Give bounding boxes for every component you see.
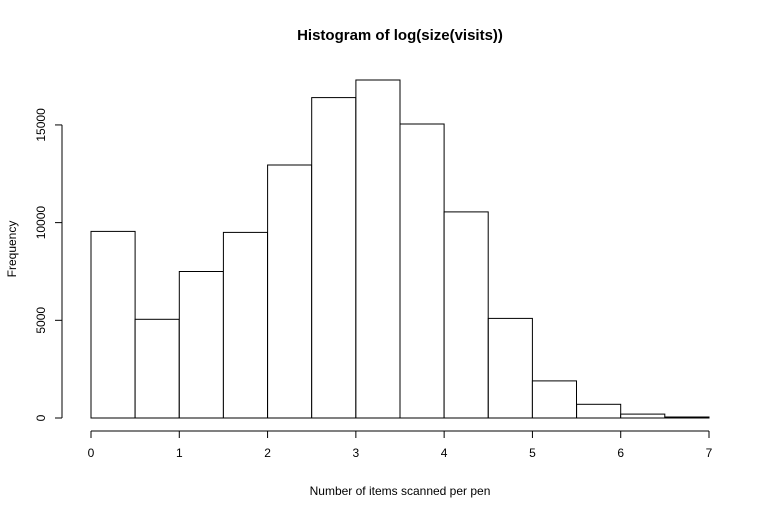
y-tick-label: 0 — [34, 414, 48, 421]
histogram-bar — [178, 271, 224, 419]
histogram-bar — [399, 123, 445, 419]
y-tick-label: 10000 — [34, 206, 48, 240]
chart-title: Histogram of log(size(visits)) — [297, 27, 503, 44]
histogram-bar — [620, 413, 666, 419]
x-tick-label: 1 — [176, 446, 183, 460]
histogram-bar — [134, 318, 180, 419]
y-axis-label: Frequency — [5, 221, 19, 278]
y-tick-label: 15000 — [34, 108, 48, 142]
histogram-bar — [576, 403, 622, 419]
histogram-bar — [355, 79, 401, 419]
x-axis: 0 1 2 3 4 5 6 7 — [88, 430, 713, 460]
histogram-bar — [443, 211, 489, 419]
x-tick-label: 3 — [353, 446, 360, 460]
x-tick-label: 6 — [617, 446, 624, 460]
histogram-bar — [664, 416, 710, 419]
histogram-bar — [222, 231, 268, 419]
histogram-bar — [487, 317, 533, 419]
x-axis-label: Number of items scanned per pen — [310, 484, 491, 498]
x-tick-label: 0 — [88, 446, 95, 460]
histogram-bar — [90, 230, 136, 419]
histogram-bar — [311, 97, 357, 419]
histogram-bar — [531, 380, 578, 419]
histogram-bar — [267, 164, 313, 419]
x-tick-label: 4 — [441, 446, 448, 460]
x-tick-label: 7 — [706, 446, 713, 460]
histogram-bars — [90, 79, 710, 419]
y-tick-label: 5000 — [34, 307, 48, 334]
x-tick-label: 2 — [264, 446, 271, 460]
x-tick-label: 5 — [529, 446, 536, 460]
y-axis: 0 5000 10000 15000 — [34, 108, 63, 421]
